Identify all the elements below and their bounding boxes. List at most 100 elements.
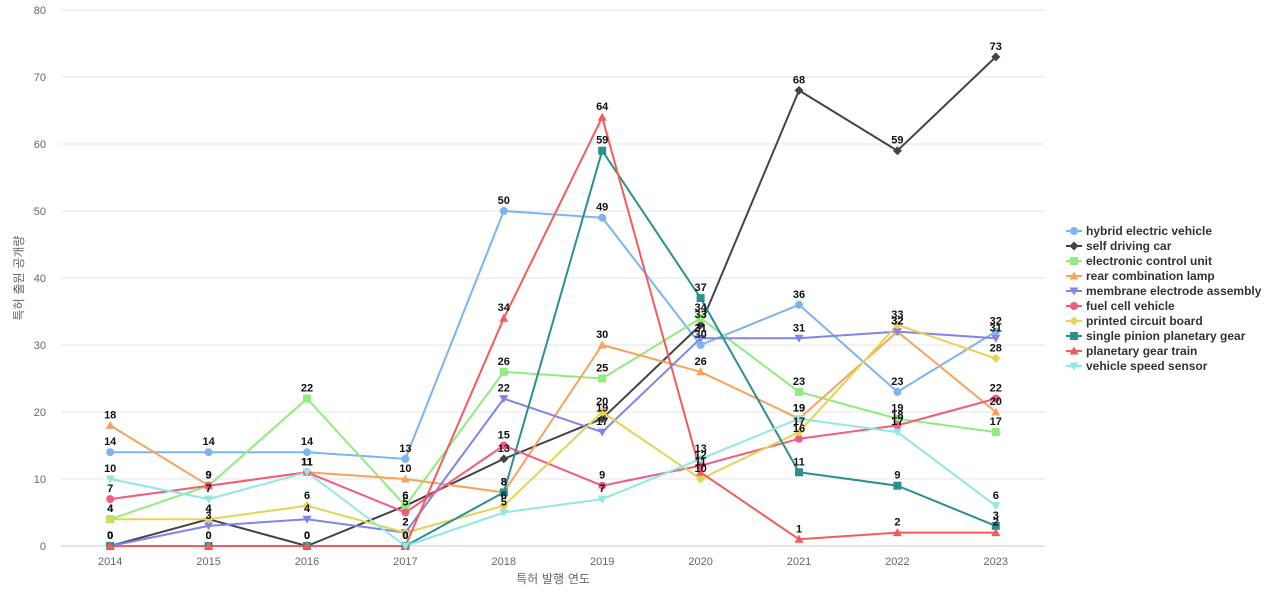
data-label: 19 xyxy=(891,403,903,415)
data-label: 34 xyxy=(694,302,707,314)
data-label: 3 xyxy=(206,510,212,522)
legend-item[interactable]: rear combination lamp xyxy=(1066,269,1215,283)
data-point-marker xyxy=(499,207,508,215)
data-point-marker xyxy=(204,541,214,550)
legend-item[interactable]: hybrid electric vehicle xyxy=(1066,224,1212,238)
legend-marker-swatch xyxy=(1069,346,1079,355)
legend-marker-swatch xyxy=(1070,257,1078,265)
data-label: 17 xyxy=(793,416,805,428)
data-label: 10 xyxy=(694,463,706,475)
data-label: 22 xyxy=(498,383,510,395)
series-line xyxy=(110,323,997,534)
data-label: 8 xyxy=(501,476,507,488)
data-label: 73 xyxy=(990,41,1002,53)
legend-item[interactable]: electronic control unit xyxy=(1066,254,1212,268)
legend-marker-swatch xyxy=(1069,316,1079,326)
data-point-marker xyxy=(598,374,607,383)
series-line xyxy=(109,317,996,521)
data-point-marker xyxy=(696,367,706,376)
data-point-marker xyxy=(204,514,214,524)
data-label: 0 xyxy=(304,530,310,542)
data-point-marker xyxy=(696,455,706,464)
data-point-marker xyxy=(696,320,706,330)
legend-marker-swatch xyxy=(1069,362,1079,371)
data-point-marker xyxy=(696,467,706,476)
data-point-marker xyxy=(204,481,213,490)
data-point-marker xyxy=(401,508,410,517)
data-point-marker xyxy=(991,353,1001,363)
data-point-marker xyxy=(991,327,1000,336)
data-point-marker xyxy=(696,461,705,470)
legend-item[interactable]: fuel cell vehicle xyxy=(1066,299,1175,313)
data-point-marker xyxy=(302,541,312,550)
legend-item[interactable]: vehicle speed sensor xyxy=(1066,359,1208,373)
legend-label: printed circuit board xyxy=(1086,314,1203,328)
data-label: 2 xyxy=(993,517,999,529)
x-tick-label: 2016 xyxy=(295,556,319,568)
data-label: 26 xyxy=(694,356,706,368)
legend-item[interactable]: planetary gear train xyxy=(1066,344,1197,358)
data-point-marker xyxy=(794,427,804,437)
data-point-marker xyxy=(598,146,607,155)
data-label: 0 xyxy=(107,530,113,542)
data-label: 37 xyxy=(694,282,706,294)
data-label: 32 xyxy=(891,316,903,328)
data-label: 23 xyxy=(891,376,903,388)
series-line xyxy=(110,116,996,547)
legend-marker-swatch xyxy=(1070,332,1078,340)
y-axis-ticks: 0 10 20 30 40 50 60 70 80 xyxy=(34,5,46,553)
data-label: 31 xyxy=(990,322,1002,334)
data-label: 0 xyxy=(304,530,310,542)
legend-item[interactable]: self driving car xyxy=(1066,239,1172,253)
data-label: 32 xyxy=(891,316,903,328)
data-label: 68 xyxy=(793,74,805,86)
data-label: 0 xyxy=(402,530,408,542)
data-point-marker xyxy=(499,501,509,511)
data-point-marker xyxy=(106,448,115,457)
gridlines xyxy=(61,9,1045,547)
data-point-marker xyxy=(597,495,607,504)
legend-label: self driving car xyxy=(1086,239,1172,253)
data-point-marker xyxy=(204,522,214,531)
y-tick-label: 60 xyxy=(34,139,46,151)
data-label: 4 xyxy=(107,503,114,515)
data-label: 18 xyxy=(104,409,116,421)
y-tick-label: 70 xyxy=(34,72,46,84)
data-label: 17 xyxy=(891,416,903,428)
series-lines xyxy=(109,56,997,547)
y-tick-label: 50 xyxy=(34,206,46,218)
data-label: 4 xyxy=(206,503,213,515)
data-label: 19 xyxy=(793,403,805,415)
data-label: 17 xyxy=(990,416,1002,428)
data-point-marker xyxy=(892,320,902,330)
data-point-marker xyxy=(401,454,410,463)
data-point-marker xyxy=(499,454,509,464)
data-point-marker xyxy=(499,488,508,497)
data-point-marker xyxy=(597,428,607,437)
y-tick-label: 20 xyxy=(34,407,46,419)
y-tick-label: 80 xyxy=(34,5,46,17)
data-label: 31 xyxy=(694,322,706,334)
data-point-marker xyxy=(991,428,1000,437)
data-point-marker xyxy=(696,294,705,303)
data-label: 59 xyxy=(891,135,903,147)
data-label: 11 xyxy=(695,456,707,468)
x-axis-ticks: 2014 2015 2016 2017 2018 2019 2020 2021 2022 2023 xyxy=(98,556,1008,568)
data-point-marker xyxy=(991,521,1000,530)
data-label: 9 xyxy=(206,470,212,482)
data-point-marker xyxy=(794,415,804,424)
x-tick-label: 2022 xyxy=(885,556,909,568)
legend-item[interactable]: single pinion planetary gear xyxy=(1066,329,1246,343)
legend-label: membrane electrode assembly xyxy=(1086,284,1262,298)
data-label: 13 xyxy=(399,443,411,455)
legend-item[interactable]: membrane electrode assembly xyxy=(1066,284,1262,298)
data-point-marker xyxy=(795,468,803,477)
data-label: 9 xyxy=(206,470,212,482)
y-axis-title: 특허 출원 공개량 xyxy=(12,236,26,321)
data-label: 49 xyxy=(596,202,608,214)
legend-item[interactable]: printed circuit board xyxy=(1066,314,1203,328)
series-line xyxy=(110,210,997,460)
data-label: 6 xyxy=(402,490,408,502)
